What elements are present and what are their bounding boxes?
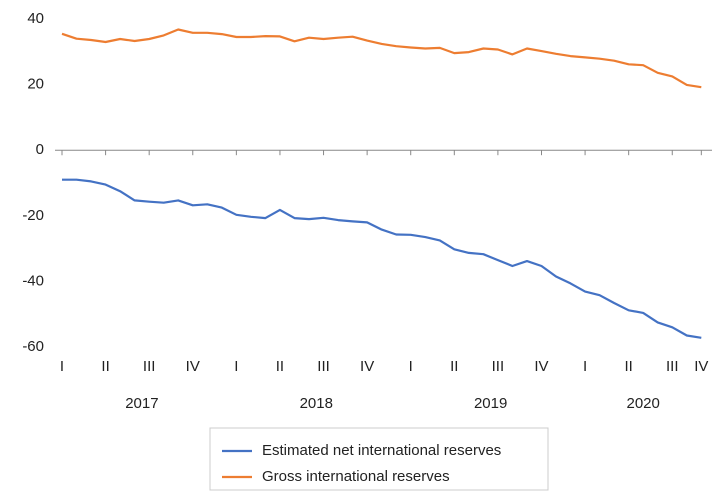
y-tick-label: 20 — [27, 76, 44, 93]
year-label: 2018 — [300, 395, 333, 412]
x-tick-label: I — [409, 358, 413, 375]
x-tick-label: IV — [186, 358, 200, 375]
x-tick-label: II — [276, 358, 284, 375]
legend-label: Estimated net international reserves — [262, 442, 501, 459]
series-line — [62, 178, 702, 339]
x-tick-label: II — [450, 358, 458, 375]
x-tick-label: III — [666, 358, 679, 375]
y-tick-label: -20 — [22, 207, 44, 224]
year-label: 2020 — [627, 395, 660, 412]
x-tick-label: I — [583, 358, 587, 375]
x-tick-label: II — [101, 358, 109, 375]
x-tick-label: III — [492, 358, 505, 375]
x-tick-label: I — [234, 358, 238, 375]
y-tick-label: -40 — [22, 272, 44, 289]
year-label: 2019 — [474, 395, 507, 412]
x-tick-label: IV — [694, 358, 708, 375]
y-tick-label: 0 — [36, 141, 44, 158]
y-tick-label: 40 — [27, 10, 44, 27]
legend-label: Gross international reserves — [262, 468, 450, 485]
y-tick-label: -60 — [22, 338, 44, 355]
year-label: 2017 — [125, 395, 158, 412]
x-tick-label: III — [317, 358, 330, 375]
x-tick-label: III — [143, 358, 156, 375]
x-tick-label: IV — [534, 358, 548, 375]
x-tick-label: IV — [360, 358, 374, 375]
x-tick-label: II — [624, 358, 632, 375]
legend-box — [209, 427, 549, 491]
x-tick-label: I — [60, 358, 64, 375]
series-line — [61, 28, 702, 89]
